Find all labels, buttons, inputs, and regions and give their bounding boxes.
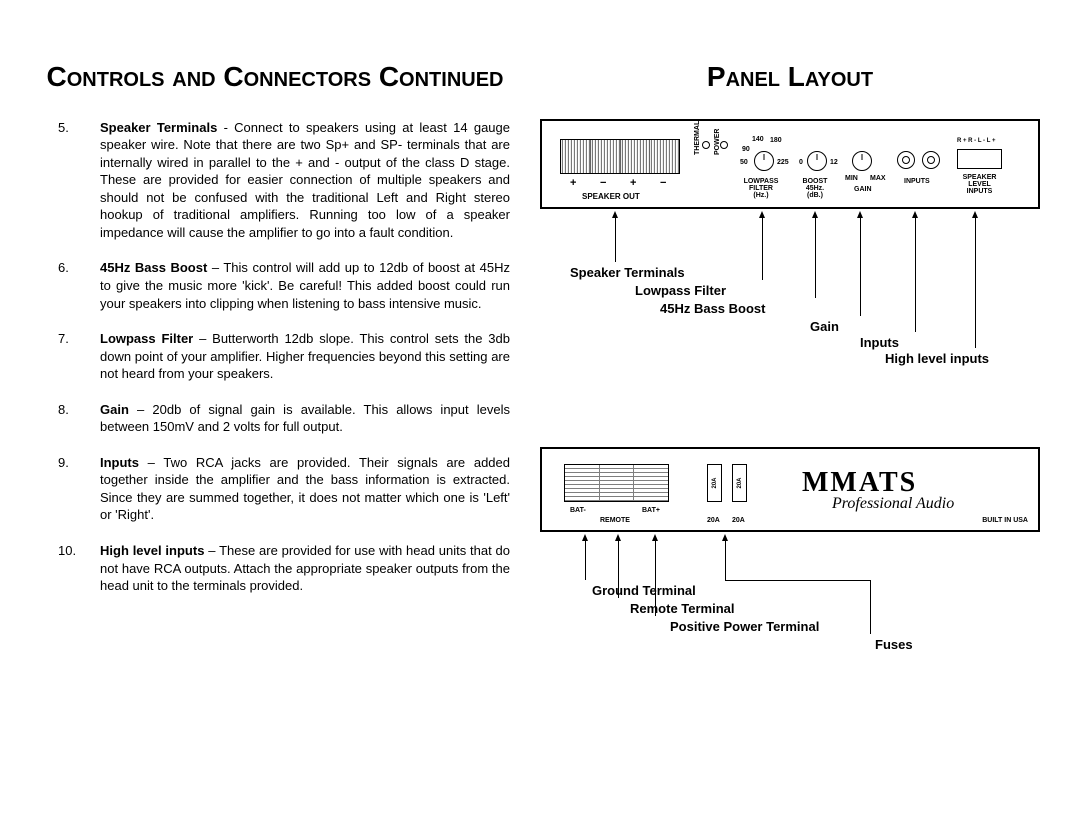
inputs-label: INPUTS <box>904 178 930 185</box>
thermal-led-icon <box>702 141 710 149</box>
power-led-icon <box>720 141 728 149</box>
callout-fuses: Fuses <box>875 637 913 652</box>
arrow-fuses-v <box>725 540 726 580</box>
item-high-level: High level inputs – These are provided f… <box>40 542 510 595</box>
fuse-2-label: 20A <box>732 517 745 524</box>
arrow-ground <box>585 540 586 580</box>
item-inputs: Inputs – Two RCA jacks are provided. The… <box>40 454 510 524</box>
speaker-level-slot <box>957 149 1002 169</box>
tick-12: 12 <box>830 159 838 166</box>
speaker-terminal-block <box>560 139 680 174</box>
bottom-panel-callouts: Ground Terminal Remote Terminal Positive… <box>540 540 1040 630</box>
rca-right-icon <box>922 151 940 169</box>
arrow-speaker-terminals <box>615 217 616 262</box>
speaker-out-label: SPEAKER OUT <box>582 193 640 201</box>
remote-label: REMOTE <box>600 517 630 524</box>
fuse-1-label: 20A <box>707 517 720 524</box>
rlrl-label: R + R - L - L + <box>957 138 995 144</box>
item-gain: Gain – 20db of signal gain is available.… <box>40 401 510 436</box>
arrow-bass-boost <box>815 217 816 298</box>
top-panel-callouts: Speaker Terminals Lowpass Filter 45Hz Ba… <box>540 217 1040 347</box>
gain-knob-icon <box>852 151 872 171</box>
min-label: MIN <box>845 175 858 182</box>
gain-label: GAIN <box>854 186 872 193</box>
bat-neg-label: BAT- <box>570 507 586 514</box>
controls-list: Speaker Terminals - Connect to speakers … <box>40 119 510 595</box>
arrow-fuses-v2 <box>870 580 871 634</box>
item-speaker-terminals: Speaker Terminals - Connect to speakers … <box>40 119 510 242</box>
brand-tagline: Professional Audio <box>832 495 954 513</box>
plus-1: + <box>570 177 576 189</box>
tick-140: 140 <box>752 136 764 143</box>
speaker-level-label: SPEAKER LEVEL INPUTS <box>952 174 1007 195</box>
max-label: MAX <box>870 175 886 182</box>
tick-50: 50 <box>740 159 748 166</box>
fuse-2-icon <box>732 464 747 502</box>
arrow-fuses-h <box>725 580 870 581</box>
boost-label: BOOST 45Hz. (dB.) <box>800 178 830 199</box>
lowpass-knob-icon <box>754 151 774 171</box>
minus-1: − <box>600 177 606 189</box>
callout-positive: Positive Power Terminal <box>670 619 819 634</box>
arrow-gain <box>860 217 861 316</box>
controls-heading: Controls and Connectors Continued <box>40 60 510 94</box>
tick-0: 0 <box>799 159 803 166</box>
left-column: Controls and Connectors Continued Speake… <box>40 60 530 794</box>
minus-2: − <box>660 177 666 189</box>
panel-heading: Panel Layout <box>540 60 1040 94</box>
power-terminal-block <box>564 464 669 502</box>
callout-gain: Gain <box>810 319 839 334</box>
callout-speaker-terminals: Speaker Terminals <box>570 265 685 280</box>
item-lowpass: Lowpass Filter – Butterworth 12db slope.… <box>40 330 510 383</box>
callout-high-level: High level inputs <box>885 351 989 366</box>
arrow-lowpass <box>762 217 763 280</box>
built-label: BUILT IN USA <box>982 517 1028 524</box>
bat-pos-label: BAT+ <box>642 507 660 514</box>
callout-bass-boost: 45Hz Bass Boost <box>660 301 765 316</box>
fuse-1-icon <box>707 464 722 502</box>
callout-inputs: Inputs <box>860 335 899 350</box>
tick-225: 225 <box>777 159 789 166</box>
arrow-high-level <box>975 217 976 348</box>
thermal-label: THERMAL <box>694 120 701 154</box>
item-bass-boost: 45Hz Bass Boost – This control will add … <box>40 259 510 312</box>
callout-lowpass: Lowpass Filter <box>635 283 726 298</box>
top-panel-diagram: + − + − SPEAKER OUT THERMAL POWER 50 90 … <box>540 119 1040 209</box>
lowpass-label: LOWPASS FILTER (Hz.) <box>741 178 781 199</box>
tick-180: 180 <box>770 137 782 144</box>
arrow-inputs <box>915 217 916 332</box>
tick-90: 90 <box>742 146 750 153</box>
right-column: Panel Layout + − + − SPEAKER OUT THERMAL… <box>530 60 1040 794</box>
plus-2: + <box>630 177 636 189</box>
callout-remote: Remote Terminal <box>630 601 735 616</box>
power-label: POWER <box>714 128 721 154</box>
bottom-panel-diagram: BAT- BAT+ REMOTE 20A 20A MMATS Professio… <box>540 447 1040 532</box>
rca-left-icon <box>897 151 915 169</box>
callout-ground: Ground Terminal <box>592 583 696 598</box>
boost-knob-icon <box>807 151 827 171</box>
